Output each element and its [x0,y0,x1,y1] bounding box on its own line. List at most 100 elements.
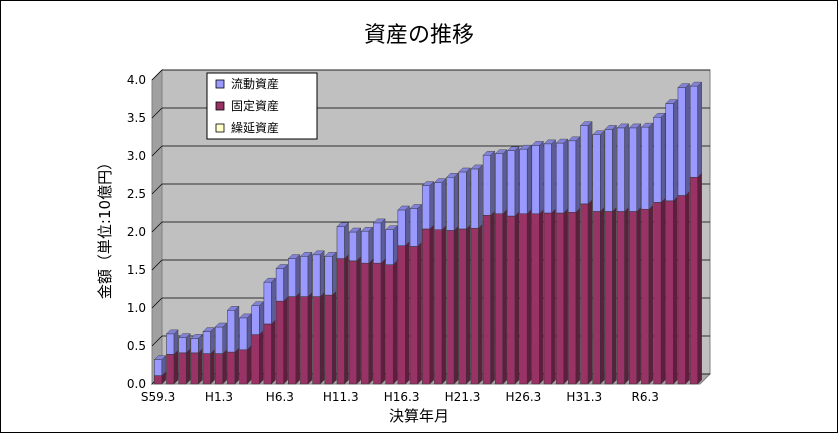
y-tick-label: 4.0 [127,73,146,87]
bar-current-assets [531,140,544,215]
bar-fixed-assets [640,204,654,385]
bar-fixed-assets [421,224,435,385]
legend-label-fixed-assets: 固定資産 [231,98,279,113]
bar-current-assets [519,144,532,215]
gridline-side [151,107,163,119]
bar-current-assets [251,301,264,336]
bar-current-assets [470,164,483,229]
y-axis-label: 金額（単位:10億円） [96,155,114,299]
y-tick-label: 1.0 [127,301,146,315]
bar-current-assets [506,146,520,217]
bar-current-assets [689,81,703,178]
legend-box [206,72,318,140]
bar-fixed-assets [677,191,690,385]
bar-current-assets [458,167,471,230]
bar-fixed-assets [409,241,423,385]
bar-current-assets [592,130,605,212]
y-tick-label: 1.5 [127,263,146,277]
chart-title: 資産の推移 [364,23,474,48]
bar-fixed-assets [580,199,593,385]
bar-fixed-assets [324,290,337,385]
bar-fixed-assets [239,345,252,385]
bar-current-assets [397,205,410,247]
bar-fixed-assets [531,209,544,385]
y-tick-label: 2.0 [127,225,146,239]
x-tick-label: R6.3 [631,390,658,404]
legend-swatch-fixed-assets [215,101,225,111]
y-tick-label: 0.5 [127,339,146,353]
bar-current-assets [677,83,690,197]
bar-current-assets [263,277,276,325]
bar-current-assets [287,254,301,298]
x-tick-label: H26.3 [506,390,542,404]
x-tick-label: H1.3 [205,390,233,404]
bar-current-assets [324,251,337,296]
legend: 流動資産 固定資産 繰延資産 [206,72,318,140]
bar-fixed-assets [616,206,630,385]
bar-current-assets [421,181,435,230]
bar-current-assets [299,251,313,298]
bar-fixed-assets [178,348,191,385]
legend-label-deferred-assets: 繰延資産 [231,120,279,135]
bar-fixed-assets [494,209,508,385]
x-tick-label: H6.3 [266,390,294,404]
bar-current-assets [580,121,593,205]
bar-current-assets [360,226,374,264]
bar-current-assets [543,139,557,214]
bar-current-assets [178,333,191,354]
bar-fixed-assets [458,224,471,385]
bar-fixed-assets [519,209,532,385]
x-axis-ticks: S59.3 H1.3 H6.3 H11.3 H16.3 H21.3 H26.3 H31.3 R6… [141,390,659,404]
gridline-side [151,297,163,309]
x-tick-label: S59.3 [141,390,175,404]
bar-current-assets [628,123,642,212]
bar-current-assets [482,150,496,216]
y-tick-label: 3.0 [127,149,146,163]
bar-fixed-assets [555,208,569,385]
bar-fixed-assets [665,196,678,385]
bar-fixed-assets [251,330,264,385]
bar-current-assets [555,138,569,214]
bars [153,81,703,385]
bar-fixed-assets [543,208,557,385]
gridline-side [151,335,163,347]
bar-current-assets [239,313,252,351]
bar-current-assets [275,263,289,302]
bar-fixed-assets [628,206,642,385]
bar-fixed-assets [348,256,362,385]
bar-current-assets [153,355,167,377]
y-tick-label: 2.5 [127,187,146,201]
bar-fixed-assets [373,258,386,385]
bar-current-assets [616,123,630,212]
bar-fixed-assets [433,225,447,385]
bar-fixed-assets [360,258,374,385]
bar-fixed-assets [263,319,276,385]
bar-fixed-assets [299,292,313,385]
bar-fixed-assets [275,296,289,385]
x-tick-label: H21.3 [445,390,481,404]
bar-fixed-assets [214,349,228,385]
legend-label-current-assets: 流動資産 [231,76,279,91]
gridline-side [151,145,163,157]
x-tick-label: H31.3 [566,390,602,404]
bar-current-assets [190,333,203,354]
bar-fixed-assets [312,292,325,385]
bar-current-assets [348,227,362,262]
bar-current-assets [214,322,228,355]
gridline-side [151,69,163,81]
bar-current-assets [226,305,240,353]
bar-current-assets [604,124,617,212]
bar-current-assets [312,250,325,298]
bar-fixed-assets [166,349,179,385]
y-tick-label: 3.5 [127,111,146,125]
x-axis-label: 決算年月 [389,407,449,425]
bar-current-assets [336,222,350,260]
bar-fixed-assets [470,223,483,385]
bar-fixed-assets [397,241,410,385]
bar-current-assets [665,99,678,202]
bar-fixed-assets [689,172,703,385]
bar-fixed-assets [190,348,203,385]
bar-current-assets [166,329,179,355]
bar-current-assets [373,218,386,264]
